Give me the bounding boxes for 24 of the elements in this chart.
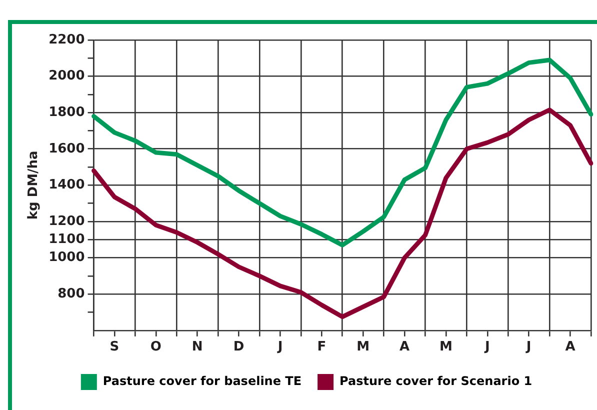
x-tick-label: D <box>233 340 244 355</box>
x-tick-label: F <box>317 340 326 355</box>
x-tick-label: M <box>440 340 452 355</box>
y-tick-label: 1400 <box>48 178 85 193</box>
legend-label: Pasture cover for baseline TE <box>102 374 302 388</box>
x-tick-label: N <box>192 340 203 355</box>
y-axis-title: kg DM/ha <box>26 150 42 220</box>
y-tick-label: 2000 <box>48 68 85 84</box>
x-tick-label: S <box>110 340 120 355</box>
y-tick-label: 1100 <box>48 232 85 248</box>
y-tick-label: 2200 <box>48 32 85 48</box>
x-tick-label: O <box>150 340 162 355</box>
y-tick-label: 1600 <box>48 141 85 156</box>
legend-label: Pasture cover for Scenario 1 <box>340 374 532 388</box>
x-tick-label: M <box>356 340 370 355</box>
x-tick-label: A <box>400 340 410 355</box>
y-tick-label: 1000 <box>48 250 85 266</box>
x-tick-label: A <box>565 340 576 355</box>
y-tick-label: 800 <box>58 286 85 302</box>
x-tick-label: J <box>484 340 490 355</box>
x-tick-label: J <box>276 340 283 355</box>
x-tick-label: J <box>525 340 532 355</box>
y-tick-label: 1800 <box>48 104 85 120</box>
y-tick-label: 1200 <box>48 214 85 229</box>
